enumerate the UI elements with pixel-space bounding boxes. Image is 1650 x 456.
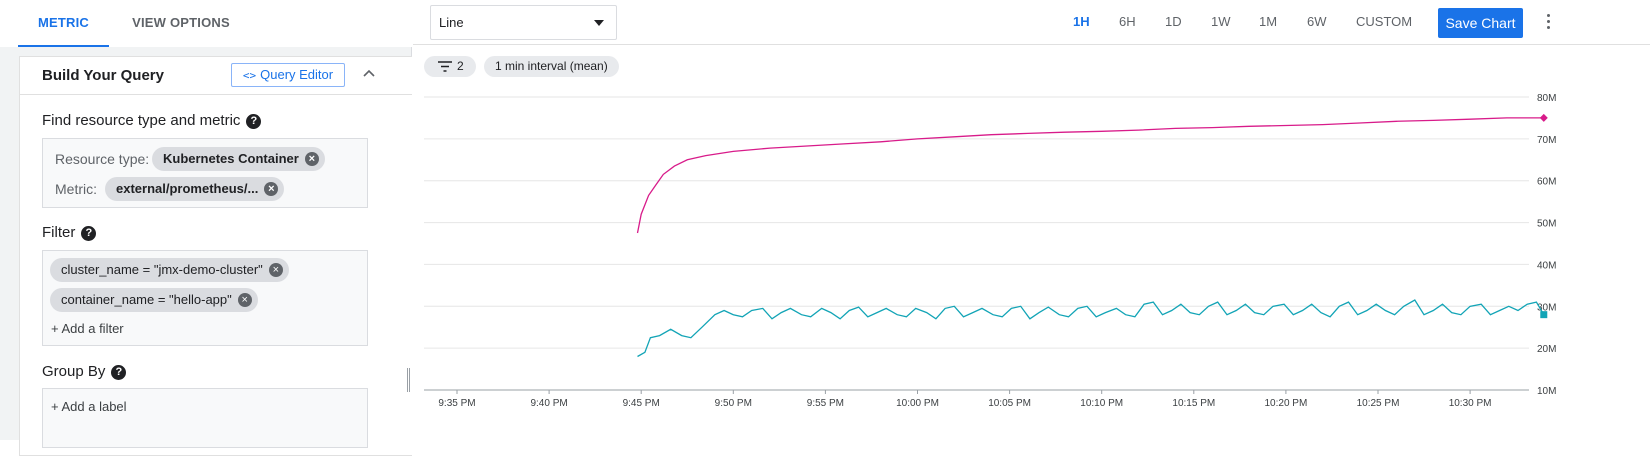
y-tick-label: 50M — [1537, 219, 1556, 230]
group-by-section-title: Group By — [42, 363, 106, 380]
tab-metric[interactable]: METRIC — [18, 0, 109, 47]
range-6w[interactable]: 6W — [1307, 14, 1327, 29]
card-header: Build Your Query <> Query Editor — [20, 57, 412, 95]
x-tick-label: 9:50 PM — [715, 398, 752, 409]
filter-box: cluster_name = "jmx-demo-cluster" × conta… — [42, 250, 368, 346]
x-tick-label: 10:20 PM — [1264, 398, 1307, 409]
help-icon[interactable]: ? — [111, 365, 127, 380]
query-editor-button[interactable]: <> Query Editor — [231, 63, 345, 87]
y-tick-label: 40M — [1537, 260, 1556, 271]
x-tick-label: 9:45 PM — [623, 398, 660, 409]
build-query-card: Build Your Query <> Query Editor Find res… — [19, 56, 412, 456]
resource-type-label: Resource type: — [55, 151, 150, 167]
chart-type-value: Line — [439, 15, 464, 30]
remove-chip-icon[interactable]: × — [237, 293, 252, 307]
series-line-1 — [636, 117, 1544, 234]
add-label-link[interactable]: + Add a label — [51, 399, 127, 414]
filter-count: 2 — [457, 59, 464, 73]
range-1h[interactable]: 1H — [1073, 14, 1090, 29]
help-icon[interactable]: ? — [81, 226, 97, 241]
x-tick-label: 10:25 PM — [1357, 398, 1400, 409]
tab-view-options[interactable]: VIEW OPTIONS — [132, 15, 230, 30]
x-tick-label: 9:40 PM — [530, 398, 567, 409]
remove-chip-icon[interactable]: × — [268, 263, 283, 277]
panel-resize-handle[interactable] — [407, 368, 410, 392]
filter-chip[interactable]: cluster_name = "jmx-demo-cluster" × — [50, 258, 289, 282]
group-by-section-label: Group By? — [42, 363, 127, 380]
y-tick-label: 30M — [1537, 302, 1556, 313]
series-end-marker — [1540, 311, 1548, 319]
chevron-up-icon[interactable] — [360, 65, 378, 83]
query-panel: METRIC VIEW OPTIONS Build Your Query <> Q… — [0, 0, 412, 456]
range-1d[interactable]: 1D — [1165, 14, 1182, 29]
x-axis-ticks: 9:35 PM 9:40 PM 9:45 PM 9:50 PM 9:55 PM 10:00… — [438, 390, 1492, 409]
card-title: Build Your Query — [42, 67, 164, 84]
add-filter-link[interactable]: + Add a filter — [51, 321, 124, 336]
x-tick-label: 10:05 PM — [988, 398, 1031, 409]
y-tick-label: 20M — [1537, 344, 1556, 355]
metric-label: Metric: — [55, 181, 97, 197]
panel-tabs: METRIC VIEW OPTIONS — [0, 0, 412, 47]
chart-series — [636, 113, 1548, 358]
save-chart-button[interactable]: Save Chart — [1438, 8, 1523, 38]
resource-section-label: Find resource type and metric? — [42, 112, 262, 129]
range-custom[interactable]: CUSTOM — [1356, 14, 1413, 29]
range-1m[interactable]: 1M — [1259, 14, 1278, 29]
group-by-box: + Add a label — [42, 388, 368, 448]
metric-chip[interactable]: external/prometheus/... × — [105, 177, 285, 201]
y-tick-label: 70M — [1537, 135, 1556, 146]
series-end-marker — [1539, 113, 1548, 122]
chart-grid — [424, 96, 1529, 391]
interval-pill[interactable]: 1 min interval (mean) — [484, 56, 619, 77]
chart-type-select[interactable]: Line — [430, 5, 617, 40]
x-tick-label: 10:15 PM — [1172, 398, 1215, 409]
chart-toolbar: Line 1H 6H 1D 1W 1M 6W CUSTOM Save Chart — [413, 0, 1650, 45]
filter-count-pill[interactable]: 2 — [424, 56, 476, 77]
dropdown-caret-icon — [594, 20, 604, 26]
metric-value: external/prometheus/... — [116, 181, 259, 196]
filter-section-title: Filter — [42, 224, 76, 241]
series-line-2 — [637, 299, 1545, 358]
x-tick-label: 10:30 PM — [1449, 398, 1492, 409]
resource-type-chip[interactable]: Kubernetes Container × — [152, 147, 325, 171]
filter-chip[interactable]: container_name = "hello-app" × — [50, 288, 258, 312]
range-1w[interactable]: 1W — [1211, 14, 1231, 29]
x-tick-label: 9:35 PM — [438, 398, 475, 409]
y-axis-ticks: 10M 20M 30M 40M 50M 60M 70M 80M — [1537, 93, 1556, 397]
resource-section-title: Find resource type and metric — [42, 112, 241, 129]
filter-text: cluster_name = "jmx-demo-cluster" — [61, 262, 263, 277]
resource-type-value: Kubernetes Container — [163, 151, 299, 166]
filter-text: container_name = "hello-app" — [61, 292, 232, 307]
more-options-icon[interactable] — [1545, 14, 1551, 32]
range-6h[interactable]: 6H — [1119, 14, 1136, 29]
resource-metric-box: Resource type: Kubernetes Container × Met… — [42, 138, 368, 208]
x-tick-label: 9:55 PM — [807, 398, 844, 409]
filter-section-label: Filter? — [42, 224, 97, 241]
filter-icon — [438, 61, 452, 72]
remove-chip-icon[interactable]: × — [304, 152, 319, 166]
y-tick-label: 80M — [1537, 93, 1556, 104]
remove-chip-icon[interactable]: × — [264, 182, 279, 196]
x-tick-label: 10:10 PM — [1080, 398, 1123, 409]
y-tick-label: 60M — [1537, 177, 1556, 188]
y-tick-label: 10M — [1537, 386, 1556, 397]
query-editor-label: Query Editor — [260, 67, 334, 82]
code-icon: <> — [242, 69, 257, 82]
x-tick-label: 10:00 PM — [896, 398, 939, 409]
help-icon[interactable]: ? — [246, 114, 262, 129]
